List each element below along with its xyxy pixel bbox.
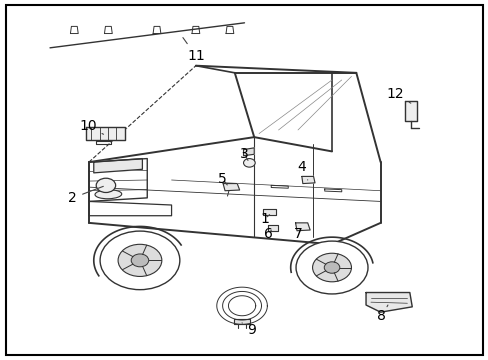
Text: 7: 7: [293, 226, 302, 240]
Text: 1: 1: [260, 212, 269, 226]
Text: 4: 4: [297, 161, 307, 180]
Circle shape: [324, 262, 339, 273]
Text: 3: 3: [240, 147, 248, 161]
Text: 10: 10: [79, 120, 103, 134]
Circle shape: [243, 158, 255, 167]
Text: 12: 12: [386, 86, 410, 103]
Circle shape: [295, 241, 367, 294]
Text: 6: 6: [264, 227, 273, 241]
Polygon shape: [263, 208, 276, 215]
Polygon shape: [86, 127, 125, 140]
Text: 8: 8: [376, 305, 387, 323]
Circle shape: [100, 231, 180, 290]
Text: 2: 2: [68, 186, 103, 205]
Text: 5: 5: [218, 172, 227, 186]
Polygon shape: [366, 293, 411, 312]
Circle shape: [96, 178, 116, 193]
Polygon shape: [267, 225, 277, 231]
Circle shape: [118, 244, 162, 276]
Circle shape: [312, 253, 351, 282]
Text: 11: 11: [183, 37, 204, 63]
Text: 9: 9: [242, 323, 256, 337]
Ellipse shape: [95, 190, 122, 199]
Polygon shape: [301, 176, 314, 184]
Polygon shape: [233, 319, 250, 324]
Polygon shape: [404, 102, 416, 121]
Circle shape: [131, 254, 148, 267]
Polygon shape: [223, 184, 239, 191]
Polygon shape: [295, 223, 309, 231]
Polygon shape: [243, 148, 254, 156]
Polygon shape: [94, 158, 142, 173]
